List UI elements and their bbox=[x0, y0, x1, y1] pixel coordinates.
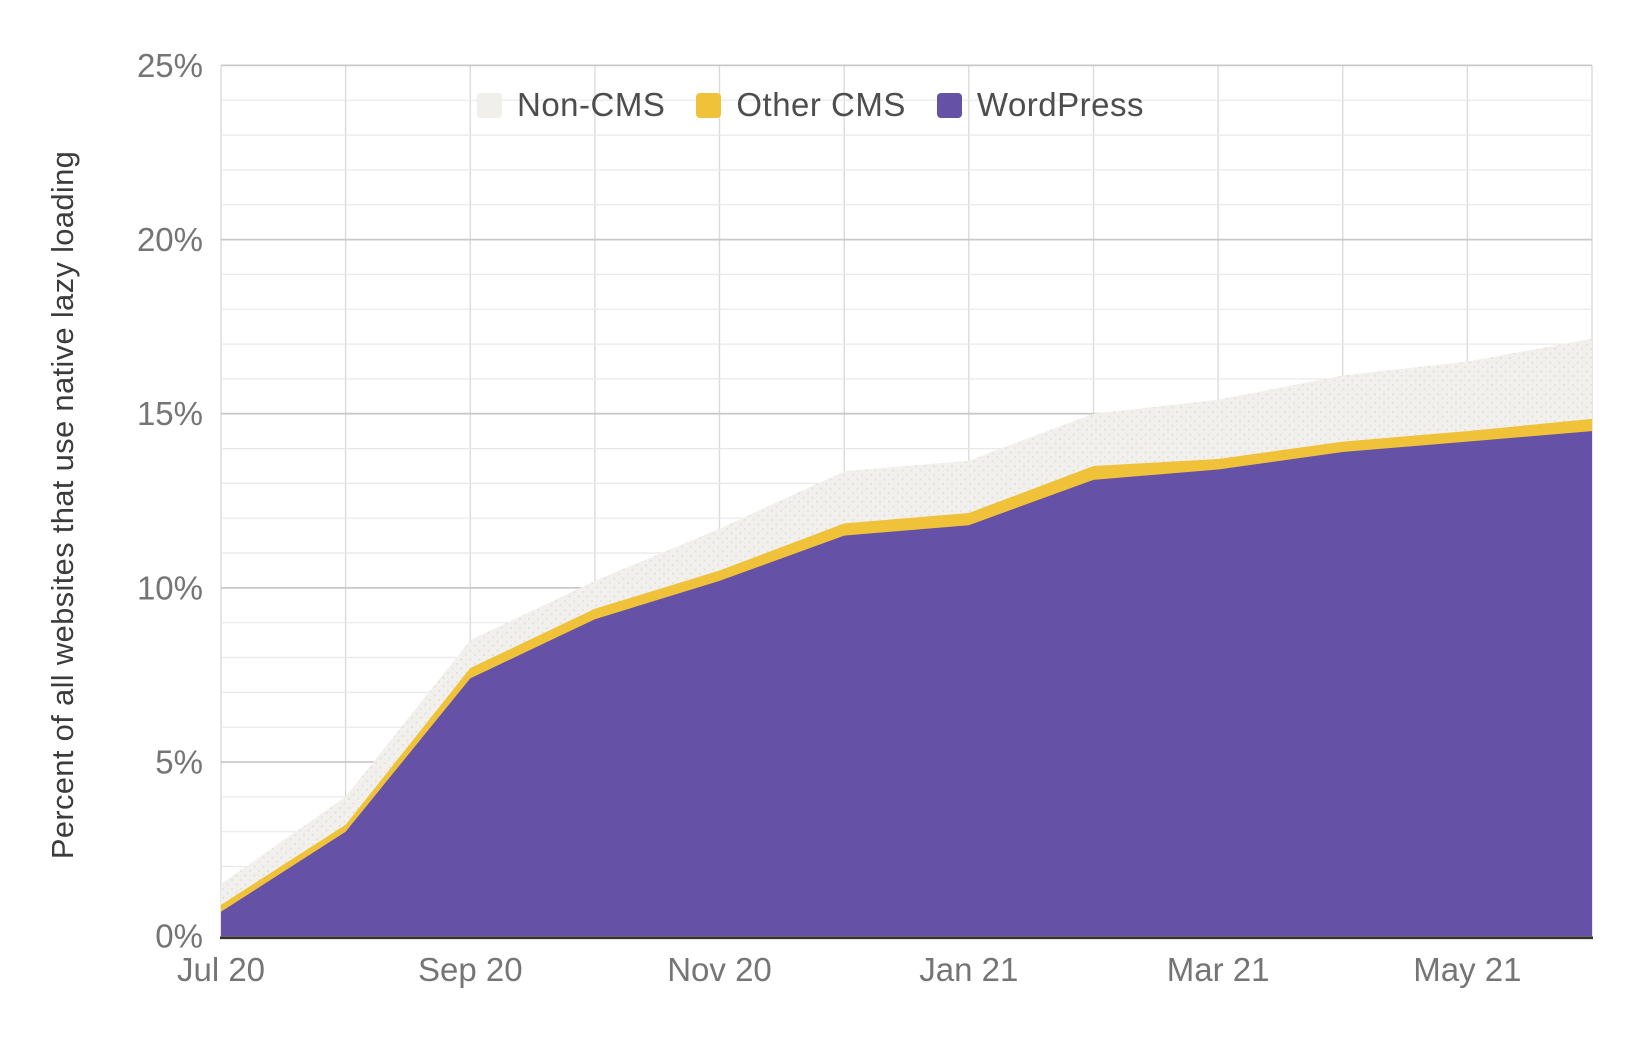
legend-label-wordpress: WordPress bbox=[976, 86, 1145, 123]
x-tick-label: May 21 bbox=[1413, 951, 1521, 988]
y-tick-label: 10% bbox=[137, 569, 203, 606]
wordpress-swatch bbox=[936, 92, 962, 118]
wordpress-area bbox=[221, 431, 1592, 937]
y-tick-label: 15% bbox=[137, 395, 203, 432]
y-tick-label: 20% bbox=[137, 221, 203, 258]
x-tick-label: Jul 20 bbox=[177, 951, 265, 988]
y-axis-title: Percent of all websites that use native … bbox=[45, 150, 80, 860]
other-cms-swatch bbox=[696, 92, 722, 118]
y-tick-label: 0% bbox=[155, 918, 203, 955]
y-tick-label: 25% bbox=[137, 47, 203, 84]
legend-item-wordpress: WordPress bbox=[936, 86, 1145, 124]
x-tick-label: Nov 20 bbox=[667, 951, 772, 988]
y-tick-label: 5% bbox=[155, 744, 203, 781]
x-tick-label: Mar 21 bbox=[1167, 951, 1270, 988]
legend-label-non-cms: Non-CMS bbox=[517, 86, 666, 123]
chart-legend: Non-CMS Other CMS WordPress bbox=[477, 86, 1144, 124]
legend-item-other-cms: Other CMS bbox=[696, 86, 906, 124]
x-tick-label: Jan 21 bbox=[919, 951, 1018, 988]
non-cms-swatch bbox=[477, 92, 502, 118]
legend-item-non-cms: Non-CMS bbox=[477, 86, 665, 124]
x-tick-label: Sep 20 bbox=[418, 951, 523, 988]
legend-label-other-cms: Other CMS bbox=[736, 86, 906, 123]
